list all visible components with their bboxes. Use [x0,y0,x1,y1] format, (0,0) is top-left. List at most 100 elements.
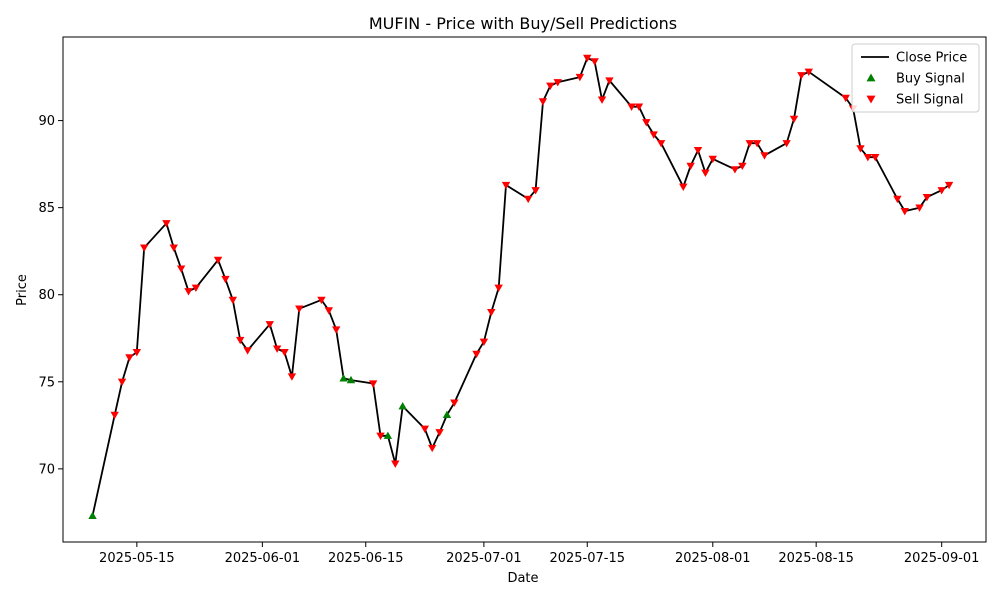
sell-signal-point [317,296,326,305]
sell-signal-point [856,145,865,153]
x-tick-label: 2025-07-15 [549,551,625,566]
sell-signal-point [117,378,127,386]
sell-signal-point [368,380,378,388]
sell-signal-point [213,256,223,265]
sell-signal-point [553,79,562,87]
legend-swatch-sell-signal [866,95,876,104]
sell-signal-point [228,296,238,305]
legend: Close Price Buy Signal Sell Signal [851,43,980,113]
sell-signal-point [391,460,400,468]
sell-signal-point [597,96,607,104]
x-tick-label: 2025-06-15 [328,551,404,566]
sell-signal-point [708,155,717,164]
plot-area [88,54,954,520]
x-tick-label: 2025-08-15 [778,551,854,566]
buy-signal-point [346,375,356,384]
sell-signal-point [605,77,614,85]
x-tick-label: 2025-05-15 [99,551,175,566]
x-tick-label: 2025-09-01 [904,551,980,566]
buy-signal-point [88,511,97,520]
sell-signal-point [428,444,437,453]
sell-signal-point [376,432,385,440]
sell-signal-point [420,425,430,434]
sell-signal-point [523,195,533,204]
sell-signal-point [730,166,740,174]
x-tick-label: 2025-06-01 [225,551,301,566]
sell-signal-point [324,307,334,315]
sell-signal-point [169,244,178,252]
sell-signal-point [679,183,688,191]
sell-signal-point [538,98,548,106]
y-tick-label: 70 [38,462,55,477]
sell-signal-point [797,72,806,80]
sell-signal-point [295,305,304,313]
sell-signal-point [265,321,274,329]
legend-entry-label: Sell Signal [896,93,964,108]
x-tick-label: 2025-07-01 [446,551,522,566]
sell-signal-point [752,140,762,148]
sell-signal-point [184,288,193,296]
sell-signal-point [450,399,459,407]
sell-signal-point [280,349,289,357]
sell-signal-point [937,187,946,195]
sell-signal-point [287,373,297,381]
sell-signal-point [501,181,511,190]
sell-signal-point [125,354,134,362]
sell-signal-point [487,308,496,317]
sell-signal-point [546,82,555,90]
y-tick-label: 85 [38,201,55,216]
sell-signal-point [804,68,813,77]
sell-signal-point [236,336,245,345]
sell-signal-point [701,169,710,178]
sell-signal-point [221,275,230,284]
y-axis-label: Price [15,274,30,306]
sell-signal-point [634,103,644,111]
sell-signal-point [575,73,585,82]
sell-signal-point [863,154,873,162]
sell-signal-point [132,349,142,357]
sell-signal-point [649,131,658,139]
sell-signal-point [494,284,503,292]
sell-signal-point [110,411,119,420]
sell-signal-point [332,326,341,334]
sell-signal-point [738,162,747,171]
sell-signal-point [272,345,282,353]
legend-box [851,43,980,113]
sell-signal-point [893,195,902,204]
sell-signal-point [583,54,592,63]
legend-entry-label: Close Price [896,51,967,66]
sell-signal-point [627,103,636,111]
sell-signal-point [782,140,791,148]
sell-signal-point [841,94,850,103]
sell-signal-point [789,115,799,124]
sell-signal-point [915,204,924,212]
buy-signal-point [398,401,407,410]
legend-entry-label: Buy Signal [896,72,965,87]
buy-signal-point [442,410,452,419]
legend-swatch-buy-signal [866,73,876,82]
sell-signal-point [693,147,703,155]
x-tick-label: 2025-08-01 [675,551,751,566]
y-tick-label: 80 [38,288,55,303]
sell-signal-point [871,154,880,162]
sell-signal-point [140,244,149,252]
x-axis-label: Date [507,571,538,586]
chart-title: MUFIN - Price with Buy/Sell Predictions [369,14,677,33]
sell-signal-point [656,140,666,148]
close-price-line [91,57,950,517]
sell-signal-point [590,58,599,66]
buy-signal-point [383,431,393,439]
sell-signal-point [479,338,489,346]
y-tick-label: 90 [38,114,55,129]
sell-signal-point [944,181,954,190]
sell-signal-point [745,140,754,148]
sell-signal-point [642,119,651,127]
sell-signal-point [760,152,769,160]
sell-signal-point [686,162,695,171]
buy-signal-point [339,374,348,382]
sell-signal-point [900,207,909,216]
sell-signal-point [191,284,201,292]
y-axis: 70 75 80 85 90 [38,114,63,477]
sell-signal-point [435,429,444,437]
